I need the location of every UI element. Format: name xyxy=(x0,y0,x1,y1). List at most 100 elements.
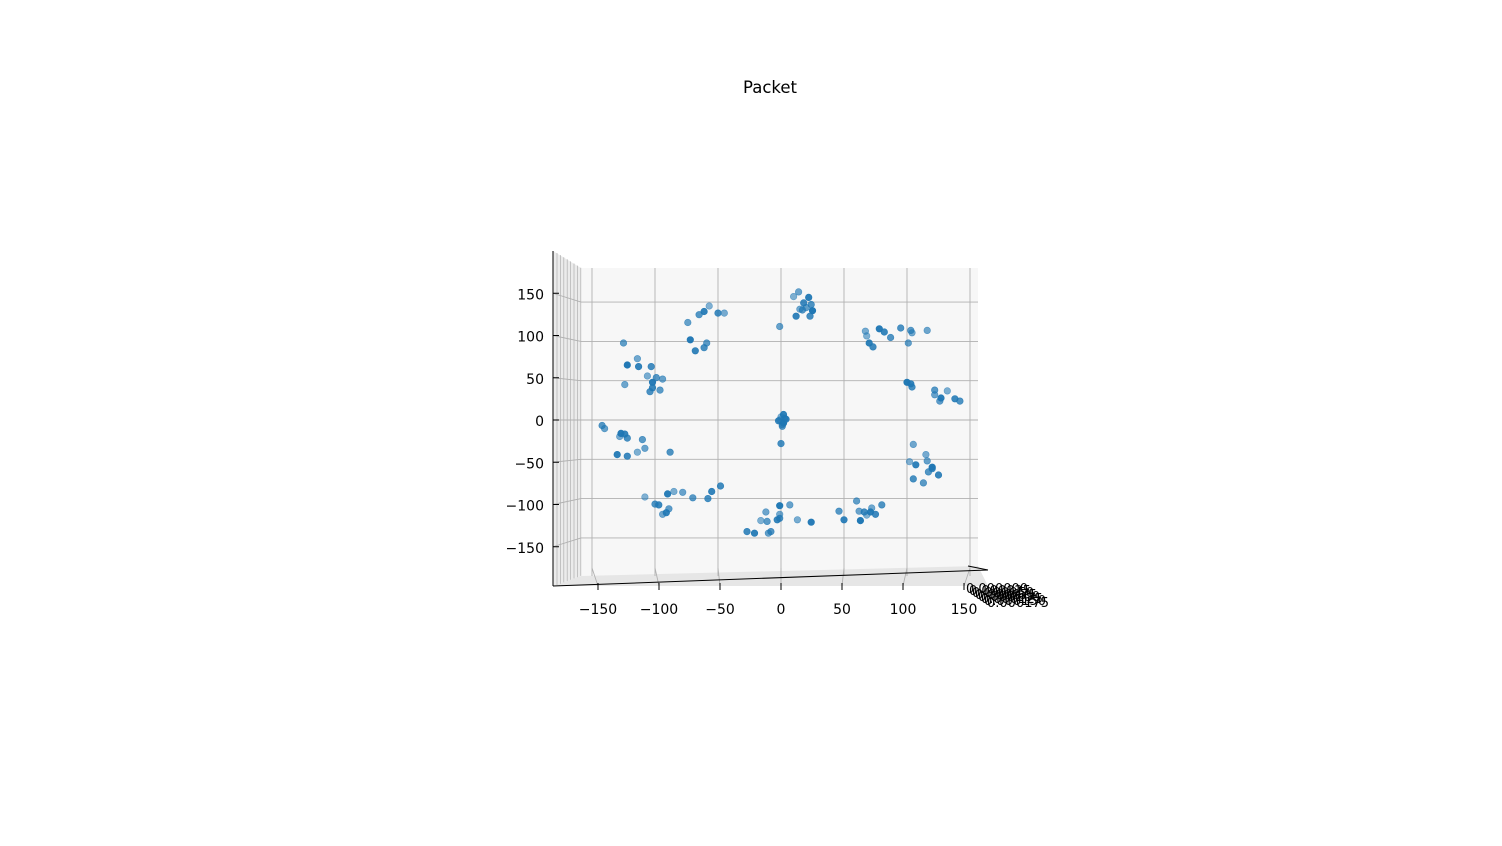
data-point xyxy=(656,386,664,394)
data-point xyxy=(634,363,643,371)
data-point xyxy=(805,293,813,302)
data-point xyxy=(708,487,716,496)
data-point xyxy=(684,318,692,327)
z-tick-label: 0.000025 xyxy=(969,584,1031,599)
data-point xyxy=(695,311,703,319)
y-tick-label: −50 xyxy=(514,456,544,472)
data-point xyxy=(743,527,751,536)
y-tick-label: −150 xyxy=(506,541,544,557)
data-point xyxy=(716,482,725,490)
data-point xyxy=(643,372,652,380)
x-tick-label: −100 xyxy=(640,602,678,618)
data-point xyxy=(714,309,722,317)
data-point xyxy=(621,381,629,389)
data-point xyxy=(619,339,628,347)
y-tick-label: 150 xyxy=(517,287,544,303)
x-tick-label: 50 xyxy=(833,602,851,618)
data-point xyxy=(777,440,785,448)
floor-grid-line xyxy=(654,567,660,587)
data-point xyxy=(794,288,803,296)
y-tick-label: 0 xyxy=(535,414,544,430)
data-point xyxy=(909,440,917,449)
z-axis-line xyxy=(967,565,989,571)
data-point xyxy=(792,312,800,320)
data-point xyxy=(776,510,784,518)
data-point xyxy=(633,448,642,456)
data-points xyxy=(598,288,964,537)
x-tick-label: 150 xyxy=(951,602,978,618)
x-tick-label: 100 xyxy=(890,602,917,618)
chart-title: Packet xyxy=(743,78,798,97)
data-point xyxy=(658,375,667,383)
data-point xyxy=(778,422,786,430)
data-point xyxy=(633,355,642,363)
data-point xyxy=(705,302,713,310)
data-point xyxy=(924,468,933,476)
data-point xyxy=(703,339,711,347)
data-point xyxy=(776,322,784,331)
z-tick-label: 0.000175 xyxy=(987,596,1049,611)
z-tick-label: 0.000150 xyxy=(984,594,1046,609)
data-point xyxy=(686,336,694,344)
data-point xyxy=(909,475,917,483)
data-point xyxy=(776,502,784,510)
data-point xyxy=(880,328,888,336)
z-tick-label: 0.000050 xyxy=(972,586,1034,601)
data-point xyxy=(757,516,765,525)
data-point xyxy=(905,458,914,466)
data-point xyxy=(840,516,848,524)
data-point xyxy=(782,415,790,423)
data-point xyxy=(871,510,880,518)
data-point xyxy=(786,501,794,509)
data-point xyxy=(908,329,916,337)
data-point xyxy=(863,332,871,340)
data-point xyxy=(919,479,928,487)
data-point xyxy=(762,508,770,516)
data-point xyxy=(956,397,964,405)
data-point xyxy=(750,529,759,537)
data-point xyxy=(691,347,699,355)
data-point xyxy=(600,425,609,433)
x-tick-label: −150 xyxy=(579,602,617,618)
floor-grid-line xyxy=(902,567,908,587)
data-point xyxy=(943,387,951,395)
data-point xyxy=(922,451,930,459)
data-point xyxy=(700,307,708,316)
x-tick-label: −50 xyxy=(705,602,735,618)
data-point xyxy=(923,326,931,335)
data-point xyxy=(886,333,895,342)
data-point xyxy=(704,495,712,503)
y-tick-label: 50 xyxy=(526,372,544,388)
y-tick-label: −100 xyxy=(506,499,544,515)
z-tick-label: 0.000000 xyxy=(966,582,1028,597)
data-point xyxy=(852,497,861,505)
data-point xyxy=(936,397,944,405)
data-point xyxy=(651,500,659,508)
data-point xyxy=(908,383,916,391)
z-tick-label: 0.000075 xyxy=(975,588,1037,603)
data-point xyxy=(720,309,728,317)
x-axis-line xyxy=(552,569,989,587)
data-point xyxy=(793,516,802,524)
data-point xyxy=(912,461,920,469)
data-point xyxy=(647,363,655,371)
data-point xyxy=(835,507,843,515)
data-point xyxy=(806,312,814,320)
data-point xyxy=(638,436,647,444)
data-point xyxy=(904,339,912,347)
data-point xyxy=(646,388,654,396)
data-point xyxy=(931,391,939,399)
data-point xyxy=(623,434,631,442)
data-point xyxy=(875,325,883,333)
floor-pane xyxy=(553,566,988,586)
data-point xyxy=(679,488,687,496)
z-tick-label: 0.000125 xyxy=(981,592,1043,607)
data-point xyxy=(868,504,876,512)
data-point xyxy=(641,493,649,501)
data-point xyxy=(666,448,674,456)
data-point xyxy=(663,490,672,498)
data-point xyxy=(764,529,773,537)
floor-grid-line xyxy=(591,567,599,587)
data-point xyxy=(923,457,931,465)
data-point xyxy=(613,451,621,459)
